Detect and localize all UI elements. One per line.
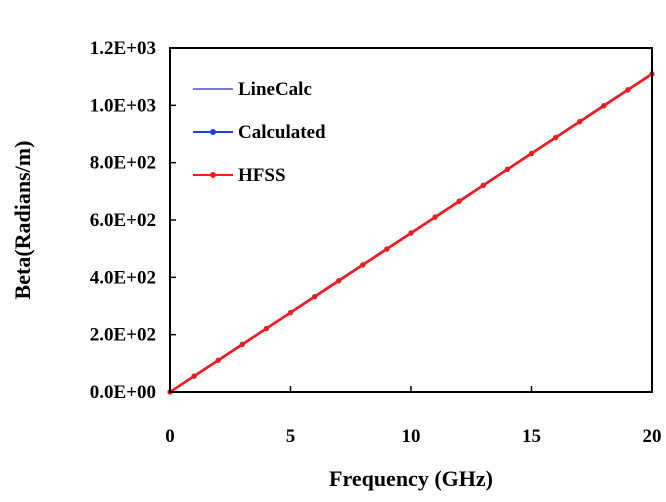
data-point — [215, 357, 221, 364]
x-axis-ticks: 0 5 10 15 20 — [165, 386, 662, 447]
legend-item: HFSS — [193, 165, 286, 186]
data-point — [336, 278, 342, 284]
y-tick-label: 1.2E+03 — [90, 38, 156, 59]
x-tick-label: 15 — [522, 426, 541, 447]
legend-label: Calculated — [238, 122, 326, 143]
data-point — [263, 326, 269, 332]
data-point — [360, 262, 366, 268]
legend-marker — [210, 129, 216, 135]
data-point — [625, 87, 631, 93]
data-point — [480, 182, 486, 189]
x-tick-label: 20 — [643, 426, 662, 447]
data-point — [553, 135, 559, 141]
legend: LineCalc Calculated HFSS — [193, 79, 326, 186]
data-point — [384, 246, 390, 252]
y-tick-label: 6.0E+02 — [90, 210, 156, 231]
data-point — [408, 230, 414, 236]
data-point — [601, 103, 607, 109]
y-axis-ticks: 0.0E+00 2.0E+02 4.0E+02 6.0E+02 8.0E+02 1.0E+… — [90, 38, 176, 403]
data-point — [456, 198, 462, 204]
legend-item: Calculated — [193, 122, 326, 143]
y-tick-label: 1.0E+03 — [90, 95, 156, 116]
legend-item: LineCalc — [193, 79, 312, 100]
plot-area — [169, 47, 653, 393]
legend-label: LineCalc — [238, 79, 312, 100]
data-point — [504, 166, 510, 173]
y-tick-label: 4.0E+02 — [90, 267, 156, 288]
legend-label: HFSS — [238, 165, 286, 186]
series-layer — [167, 71, 655, 395]
series-hfss — [167, 71, 655, 395]
x-axis-title: Frequency (GHz) — [329, 466, 493, 491]
x-tick-label: 5 — [286, 426, 296, 447]
legend-marker — [210, 172, 216, 178]
data-point — [577, 119, 583, 125]
x-tick-label: 0 — [165, 426, 175, 447]
data-point — [432, 214, 438, 220]
data-point — [239, 341, 245, 348]
data-point — [287, 310, 294, 316]
y-tick-label: 2.0E+02 — [90, 325, 156, 346]
data-point — [312, 294, 318, 300]
data-point — [191, 373, 197, 379]
y-tick-label: 8.0E+02 — [90, 153, 156, 174]
data-point — [528, 151, 535, 157]
y-axis-title: Beta(Radians/m) — [10, 141, 35, 300]
x-tick-label: 10 — [402, 426, 421, 447]
y-tick-label: 0.0E+00 — [90, 382, 156, 403]
